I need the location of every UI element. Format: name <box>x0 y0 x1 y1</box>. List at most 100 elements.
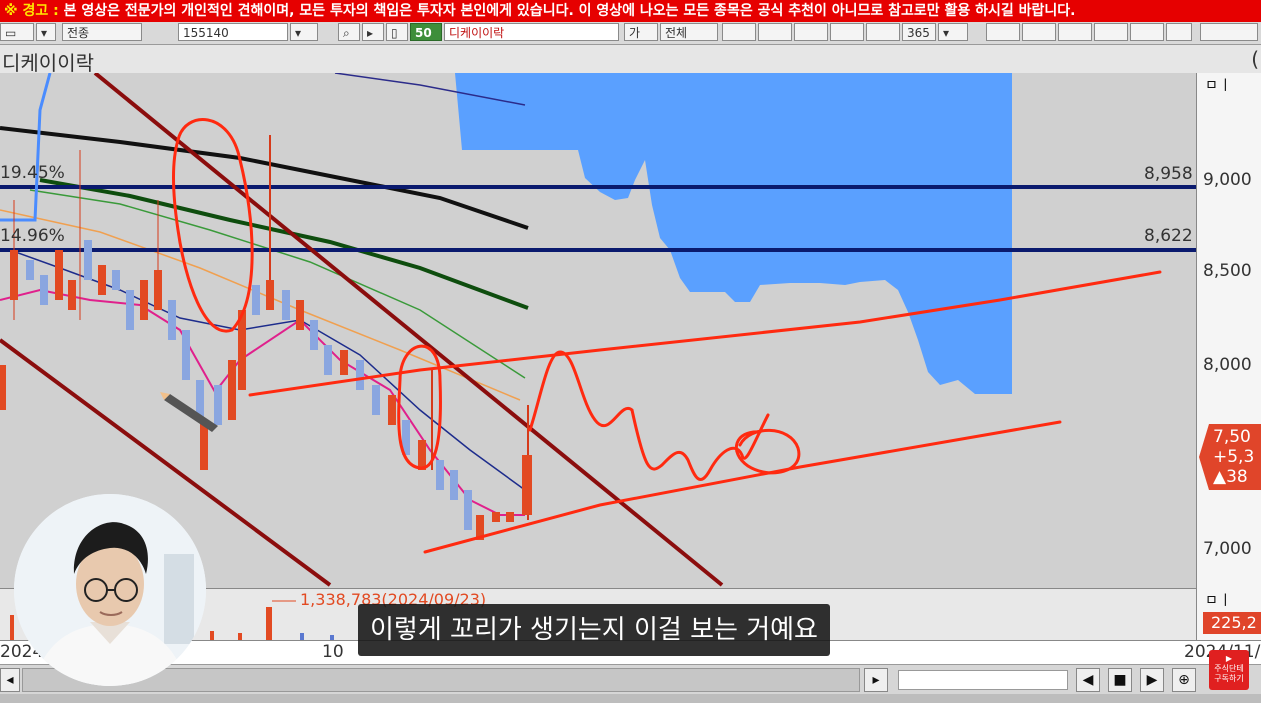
zoom-slider[interactable] <box>898 670 1068 690</box>
chart-title-bar: 디케이이락 ( <box>0 45 1261 75</box>
volume-bar <box>210 631 214 641</box>
volume-bar <box>10 615 14 641</box>
axis-mini-icons[interactable]: ㅁㅣ <box>1205 78 1233 94</box>
all-button[interactable]: 전체 <box>660 23 718 41</box>
price-axis: ㅁㅣ 9,000 8,500 8,000 7,000 <box>1196 73 1261 588</box>
candle <box>492 512 500 522</box>
prev-icon[interactable]: ◀ <box>1076 668 1100 692</box>
tool-button-2[interactable] <box>1022 23 1056 41</box>
candle <box>506 512 514 522</box>
play-icon[interactable]: ▸ <box>362 23 384 41</box>
channel-line-lower <box>0 338 332 587</box>
y-tick-8500: 8,500 <box>1203 261 1252 281</box>
ichimoku-cloud <box>455 73 1012 394</box>
pct-label-2: 14.96% <box>0 226 65 246</box>
price-change: +5,3 <box>1213 447 1255 467</box>
stock-badge: 50 <box>410 23 442 41</box>
ma-line-darkgreen <box>39 178 529 310</box>
price-chart[interactable]: 19.45% 14.96% 8,958 8,622 <box>0 73 1196 588</box>
candle <box>340 350 348 375</box>
stock-name-field[interactable]: 디케이이락 <box>444 23 619 41</box>
candle <box>196 380 204 420</box>
zoom-in-icon[interactable]: ⊕ <box>1172 668 1196 692</box>
tool-button-3[interactable] <box>1058 23 1092 41</box>
scroll-left-icon[interactable]: ◂ <box>0 668 20 692</box>
play-icon-small: ▶ <box>1225 654 1233 663</box>
presenter-avatar <box>14 494 206 686</box>
tool-button-1[interactable] <box>986 23 1020 41</box>
price-change-pct: ▲38 <box>1213 467 1248 487</box>
candle <box>168 300 176 340</box>
candle <box>98 265 106 295</box>
candle <box>356 360 364 390</box>
book-icon[interactable]: ▯ <box>386 23 408 41</box>
candle <box>450 470 458 500</box>
stop-icon[interactable]: ■ <box>1108 668 1132 692</box>
candle <box>154 270 162 310</box>
annotation-circle-scribble <box>735 428 801 475</box>
x-label-2: 10 <box>322 642 344 662</box>
chart-scroll-controls: ◂ ▸ ◀ ■ ▶ ⊕ <box>0 664 1261 695</box>
candle <box>10 250 18 300</box>
tool-button-7[interactable] <box>1200 23 1258 41</box>
period-button-3[interactable] <box>794 23 828 41</box>
candle <box>388 395 396 425</box>
period-button-1[interactable] <box>722 23 756 41</box>
period-button-5[interactable] <box>866 23 900 41</box>
candle <box>296 300 304 330</box>
next-icon[interactable]: ▶ <box>1140 668 1164 692</box>
candle <box>40 275 48 305</box>
period-button-2[interactable] <box>758 23 792 41</box>
annotation-oval-2 <box>397 344 442 470</box>
presenter-portrait <box>14 494 206 686</box>
candle <box>126 290 134 330</box>
candle <box>84 240 92 280</box>
pencil-cursor-icon <box>160 392 218 432</box>
candle <box>55 250 63 300</box>
market-select[interactable]: 전종 <box>62 23 142 41</box>
volume-bar <box>238 633 242 641</box>
volume-value-box: 225,2 <box>1203 612 1261 634</box>
volume-axis-mini-icons[interactable]: ㅁㅣ <box>1205 593 1233 609</box>
candle <box>252 285 260 315</box>
channel-line-upper <box>93 73 724 587</box>
candle <box>372 385 380 415</box>
y-tick-7000: 7,000 <box>1203 539 1252 559</box>
ma-line-pink <box>0 288 525 516</box>
candle <box>0 365 6 410</box>
annotation-oval-1 <box>172 118 254 333</box>
period-value[interactable]: 365 <box>902 23 936 41</box>
ma-line-green <box>29 189 526 379</box>
period-button-4[interactable] <box>830 23 864 41</box>
tool-button-4[interactable] <box>1094 23 1128 41</box>
candle <box>238 310 246 390</box>
annotation-upper-trendline <box>248 270 1162 397</box>
period-dropdown-icon[interactable]: ▾ <box>938 23 968 41</box>
annotation-projected-path <box>528 350 770 481</box>
subscribe-logo[interactable]: ▶ 주식단테 구독하기 <box>1209 650 1249 690</box>
menu-button[interactable]: ▭ <box>0 23 34 41</box>
candle <box>282 290 290 320</box>
annotation-lower-trendline <box>423 420 1062 554</box>
chart-button[interactable]: 가 <box>624 23 658 41</box>
code-dropdown-icon[interactable]: ▾ <box>290 23 318 41</box>
tool-button-6[interactable] <box>1166 23 1192 41</box>
candle <box>266 280 274 310</box>
logo-line-1: 주식단테 <box>1214 664 1244 673</box>
code-input[interactable]: 155140 <box>178 23 288 41</box>
warning-text: 본 영상은 전문가의 개인적인 견해이며, 모든 투자의 책임은 투자자 본인에… <box>63 3 1076 19</box>
candle <box>402 420 410 455</box>
price-chart-svg <box>0 73 1196 587</box>
candle <box>418 440 426 470</box>
cloud-edge-left <box>0 73 52 222</box>
volume-bar <box>300 633 304 641</box>
search-icon[interactable]: ⌕ <box>338 23 360 41</box>
candle <box>436 460 444 490</box>
ma-line-navy <box>334 73 526 106</box>
dropdown-arrow-icon[interactable]: ▾ <box>36 23 56 41</box>
candle <box>310 320 318 350</box>
tool-button-5[interactable] <box>1130 23 1164 41</box>
scroll-right-icon[interactable]: ▸ <box>864 668 888 692</box>
horizontal-scrollbar[interactable] <box>22 668 860 692</box>
candle <box>68 280 76 310</box>
